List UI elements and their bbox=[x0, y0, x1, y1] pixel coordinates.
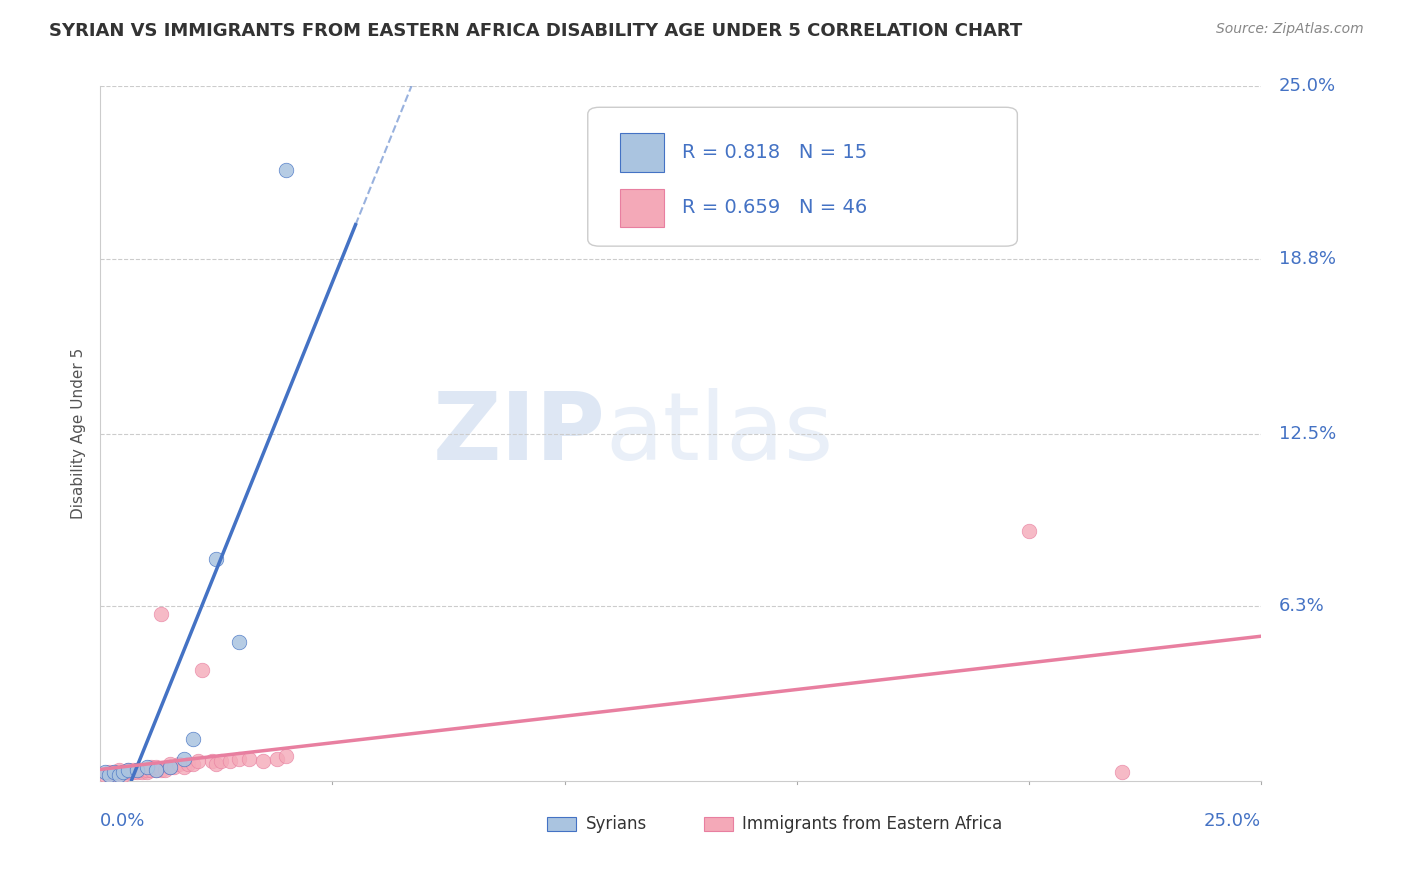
Point bbox=[173, 760, 195, 774]
Point bbox=[121, 763, 143, 777]
Point bbox=[103, 768, 125, 782]
Point bbox=[135, 760, 157, 774]
Point bbox=[167, 757, 190, 772]
Text: R = 0.659   N = 46: R = 0.659 N = 46 bbox=[682, 198, 868, 218]
Point bbox=[209, 755, 232, 769]
Point bbox=[149, 763, 172, 777]
Point bbox=[103, 765, 125, 780]
Point bbox=[145, 763, 167, 777]
Point bbox=[127, 765, 149, 780]
Point bbox=[1018, 524, 1040, 538]
Bar bbox=[620, 133, 665, 171]
Point bbox=[94, 768, 117, 782]
Text: Syrians: Syrians bbox=[585, 815, 647, 833]
Point bbox=[94, 765, 117, 780]
Point bbox=[135, 763, 157, 777]
Point bbox=[141, 763, 163, 777]
Point bbox=[149, 607, 172, 622]
Point bbox=[228, 635, 250, 649]
Point bbox=[112, 765, 135, 780]
Point bbox=[181, 732, 204, 747]
Point bbox=[121, 765, 143, 780]
Text: SYRIAN VS IMMIGRANTS FROM EASTERN AFRICA DISABILITY AGE UNDER 5 CORRELATION CHAR: SYRIAN VS IMMIGRANTS FROM EASTERN AFRICA… bbox=[49, 22, 1022, 40]
Point bbox=[177, 757, 200, 772]
Point bbox=[141, 760, 163, 774]
Point bbox=[266, 751, 288, 765]
Point bbox=[98, 768, 121, 782]
Point bbox=[205, 757, 228, 772]
Point bbox=[153, 763, 176, 777]
Point bbox=[274, 748, 297, 763]
Point bbox=[200, 755, 222, 769]
Text: 25.0%: 25.0% bbox=[1204, 812, 1261, 830]
Point bbox=[274, 162, 297, 177]
Text: 12.5%: 12.5% bbox=[1278, 425, 1336, 442]
Point bbox=[181, 757, 204, 772]
Point bbox=[117, 763, 139, 777]
Point bbox=[238, 751, 260, 765]
Point bbox=[191, 663, 214, 677]
Point bbox=[127, 763, 149, 777]
Point bbox=[159, 760, 181, 774]
Text: R = 0.818   N = 15: R = 0.818 N = 15 bbox=[682, 143, 868, 162]
Point bbox=[117, 763, 139, 777]
Point bbox=[228, 751, 250, 765]
Point bbox=[107, 765, 129, 780]
Point bbox=[1111, 765, 1133, 780]
Point bbox=[219, 755, 242, 769]
Bar bbox=[547, 817, 576, 830]
Point bbox=[98, 768, 121, 782]
Point bbox=[159, 757, 181, 772]
Point bbox=[103, 765, 125, 780]
Point bbox=[131, 763, 153, 777]
Point bbox=[117, 765, 139, 780]
Point bbox=[163, 760, 186, 774]
Point bbox=[173, 751, 195, 765]
Text: 0.0%: 0.0% bbox=[100, 812, 145, 830]
Text: 6.3%: 6.3% bbox=[1278, 597, 1324, 615]
Text: 18.8%: 18.8% bbox=[1278, 250, 1336, 268]
Point bbox=[135, 765, 157, 780]
Point bbox=[98, 765, 121, 780]
Point bbox=[187, 755, 209, 769]
Point bbox=[131, 765, 153, 780]
Text: Immigrants from Eastern Africa: Immigrants from Eastern Africa bbox=[742, 815, 1002, 833]
Bar bbox=[704, 817, 733, 830]
Y-axis label: Disability Age Under 5: Disability Age Under 5 bbox=[72, 348, 86, 519]
Text: 25.0%: 25.0% bbox=[1278, 78, 1336, 95]
Text: atlas: atlas bbox=[605, 388, 834, 480]
Bar bbox=[620, 189, 665, 227]
Point bbox=[252, 755, 274, 769]
Text: ZIP: ZIP bbox=[432, 388, 605, 480]
Point bbox=[112, 765, 135, 780]
Point bbox=[145, 760, 167, 774]
Point bbox=[107, 763, 129, 777]
FancyBboxPatch shape bbox=[588, 107, 1018, 246]
Point bbox=[112, 768, 135, 782]
Point bbox=[145, 763, 167, 777]
Point bbox=[107, 768, 129, 782]
Text: Source: ZipAtlas.com: Source: ZipAtlas.com bbox=[1216, 22, 1364, 37]
Point bbox=[127, 763, 149, 777]
Point bbox=[205, 551, 228, 566]
Point bbox=[159, 760, 181, 774]
